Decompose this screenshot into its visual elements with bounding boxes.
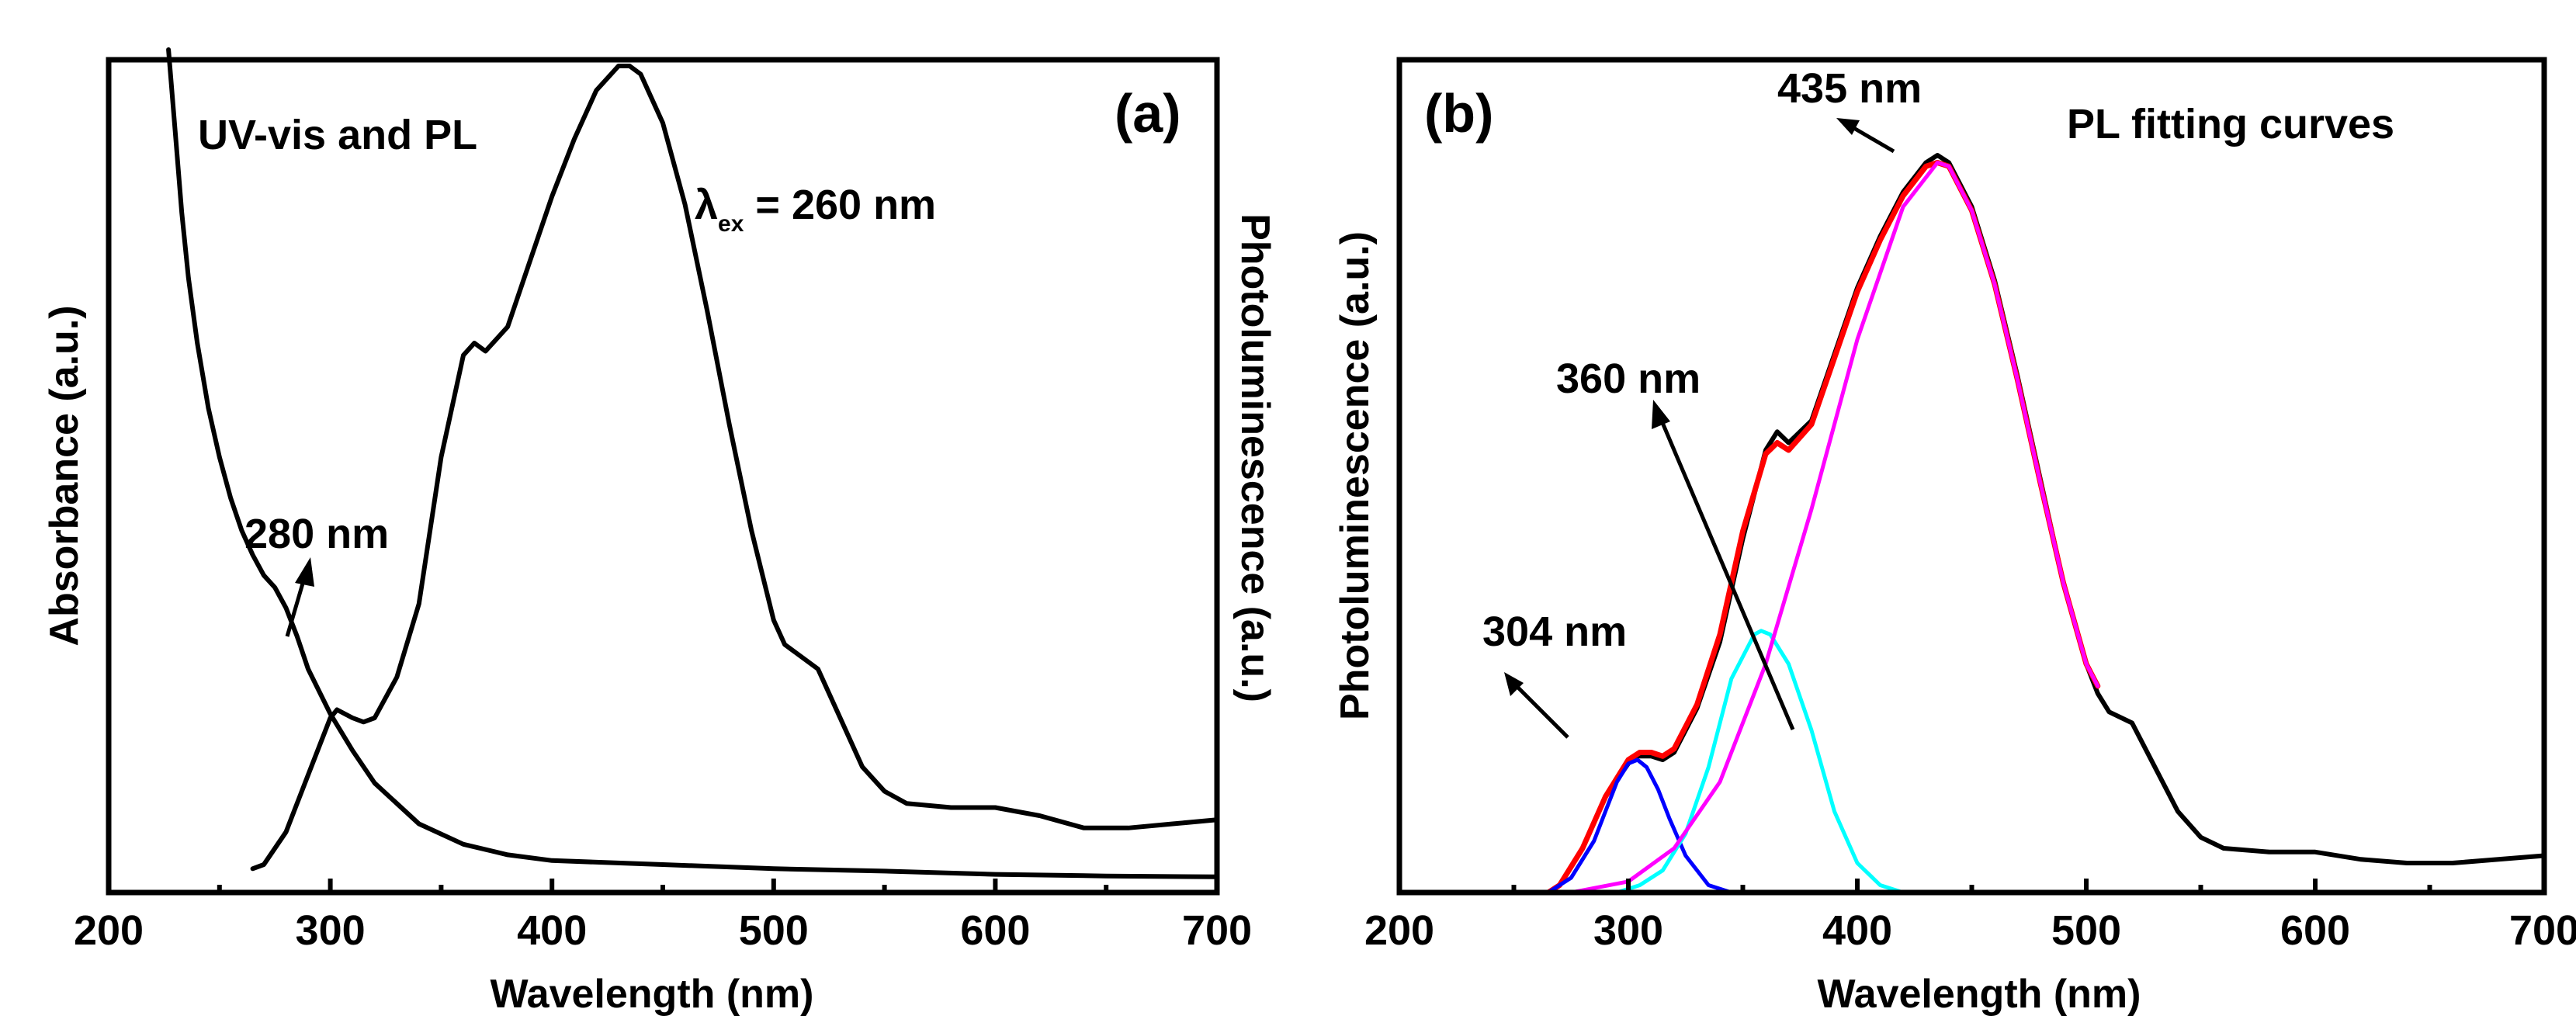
- x-tick-label-400: 400: [517, 907, 587, 954]
- panel-b-title: PL fitting curves: [2067, 101, 2394, 147]
- excitation-value: = 260 nm: [744, 182, 936, 228]
- annotation-360nm-label: 360 nm: [1556, 355, 1701, 402]
- panel-a-ylabel-left: Absorbance (a.u.): [42, 305, 87, 646]
- annotation-304nm-arrow: [1504, 672, 1569, 739]
- panel-b-label: (b): [1424, 83, 1493, 144]
- panel-a-xlabel: Wavelength (nm): [491, 972, 814, 1017]
- x-tick-label-500: 500: [739, 907, 809, 954]
- x-tick-label-200: 200: [74, 907, 144, 954]
- panel-b-ticks: 200 300 400 500 600 700: [1364, 879, 2576, 954]
- x-tick-label-400: 400: [1822, 907, 1892, 954]
- series-line-pl-spectrum: [1545, 153, 2547, 895]
- panel-a: 200 300 400 500 600 700 UV-vis and PL (a) λex…: [42, 47, 1278, 1017]
- x-tick-label-500: 500: [2051, 907, 2121, 954]
- panel-a-label: (a): [1115, 83, 1181, 144]
- series-line-absorbance: [166, 47, 1219, 879]
- panel-a-ticks: 200 300 400 500 600 700: [74, 879, 1252, 954]
- annotation-280nm-arrow: [285, 557, 314, 637]
- annotation-280nm-label: 280 nm: [244, 511, 389, 557]
- series-line-peak-435-nm: [1569, 161, 2100, 895]
- x-tick-label-600: 600: [2280, 907, 2350, 954]
- panel-b-marks: [1545, 153, 2547, 896]
- series-line-peak-360-nm: [1614, 629, 1905, 895]
- series-line-photoluminescence: [250, 64, 1219, 872]
- annotation-435nm-arrow: [1836, 118, 1895, 154]
- annotation-435nm-label: 435 nm: [1777, 65, 1922, 112]
- excitation-symbol: λ: [695, 182, 718, 228]
- x-tick-label-700: 700: [2509, 907, 2576, 954]
- panel-b-xlabel: Wavelength (nm): [1818, 972, 2141, 1017]
- excitation-subscript: ex: [718, 211, 744, 237]
- panel-a-ylabel-right: Photoluminescence (a.u.): [1233, 213, 1278, 702]
- annotation-360nm-arrow: [1652, 400, 1795, 730]
- x-tick-label-600: 600: [960, 907, 1030, 954]
- panel-b-ylabel-left: Photoluminescence (a.u.): [1333, 231, 1378, 720]
- x-tick-label-200: 200: [1364, 907, 1434, 954]
- x-tick-label-300: 300: [1593, 907, 1663, 954]
- x-tick-label-300: 300: [296, 907, 366, 954]
- panel-b: 200 300 400 500 600 700 PL fitting curves (b)…: [1333, 57, 2576, 1017]
- panel-a-marks: [166, 47, 1219, 879]
- series-line-peak-304-nm: [1546, 757, 1734, 895]
- x-tick-label-700: 700: [1182, 907, 1252, 954]
- annotation-304nm-label: 304 nm: [1482, 608, 1627, 655]
- panel-a-excitation-label: λex = 260 nm: [695, 182, 936, 237]
- panel-a-title: UV-vis and PL: [198, 112, 477, 158]
